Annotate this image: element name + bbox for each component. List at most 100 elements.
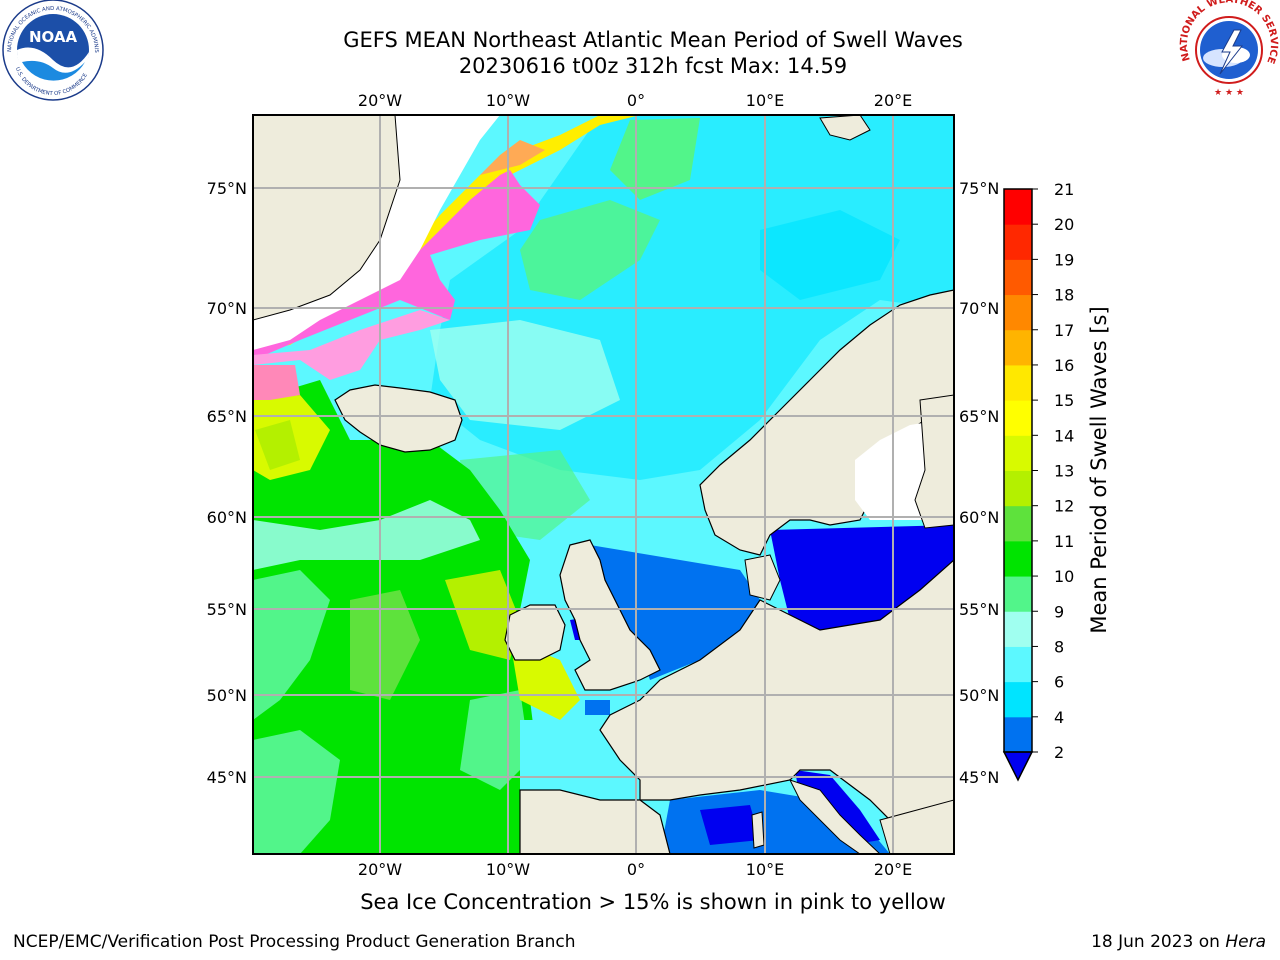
- swell-field-patch: [445, 570, 520, 660]
- balkans-land: [879, 799, 954, 854]
- colorbar-segment: [1004, 540, 1032, 577]
- swell-field-patch: [255, 420, 300, 470]
- colorbar: 2 4 6 8 9 10 11 12 13 14 15 16 17 18 19 20 21: [1002, 180, 1074, 782]
- swell-field-patch: [253, 730, 340, 854]
- colorbar-tick-label: 15: [1054, 391, 1074, 410]
- swell-field-patch: [585, 700, 610, 715]
- colorbar-segment: [1004, 259, 1032, 296]
- colorbar-segment: [1004, 224, 1032, 260]
- colorbar-tick-label: 12: [1054, 497, 1074, 516]
- colorbar-segment: [1004, 611, 1032, 647]
- lat-label-right: 70°N: [959, 299, 999, 318]
- colorbar-tick-label: 8: [1054, 637, 1064, 656]
- star-icon: ★ ★ ★: [1214, 88, 1244, 98]
- ireland-land: [504, 604, 566, 661]
- lat-label-left: 65°N: [207, 407, 247, 426]
- colorbar-segment: [1004, 329, 1032, 366]
- europe-land: [599, 559, 954, 841]
- swell-field-patch: [700, 805, 760, 845]
- lon-label-top: 10°E: [746, 91, 784, 110]
- colorbar-segment: [1004, 400, 1032, 436]
- lon-label-bottom: 20°W: [358, 860, 402, 879]
- lat-label-left: 50°N: [207, 686, 247, 705]
- axis-labels: 20°W 20°W 10°W 10°W 0° 0° 10°E 10°E 20°E 20°E 75°N…: [207, 91, 1000, 879]
- lat-label-left: 55°N: [207, 600, 247, 619]
- date-text: 18 Jun 2023 on: [1091, 932, 1220, 952]
- lon-label-top: 10°W: [486, 91, 530, 110]
- colorbar-segment: [1004, 646, 1032, 683]
- colorbar-segment: [1004, 716, 1032, 753]
- lat-label-right: 65°N: [959, 407, 999, 426]
- swell-field-patch: [350, 590, 420, 700]
- lat-label-left: 70°N: [207, 299, 247, 318]
- colorbar-label: Mean Period of Swell Waves [s]: [1087, 306, 1111, 633]
- swell-field-baltic: [770, 525, 954, 630]
- host-name: Hera: [1225, 932, 1266, 952]
- lon-label-bottom: 10°E: [746, 860, 784, 879]
- gridlines: [253, 115, 954, 854]
- colorbar-segment: [1004, 189, 1032, 225]
- lat-label-left: 60°N: [207, 508, 247, 527]
- iberia-land: [519, 789, 671, 854]
- swell-field-patch: [430, 320, 620, 430]
- lon-label-top: 0°: [627, 91, 645, 110]
- colorbar-tick-label: 19: [1054, 250, 1074, 269]
- colorbar-segment: [1004, 294, 1032, 331]
- colorbar-tick-label: 16: [1054, 356, 1074, 375]
- sardinia-land: [751, 811, 765, 849]
- nws-logo: NATIONAL WEATHER SERVICE ★ ★ ★: [1179, 0, 1279, 99]
- colorbar-tick-label: 9: [1054, 602, 1064, 621]
- swell-field-patch: [610, 118, 700, 200]
- colorbar-tick-label: 13: [1054, 462, 1074, 481]
- italy-land: [789, 779, 881, 854]
- colorbar-segment: [1004, 576, 1032, 612]
- colorbar-segment: [1004, 470, 1032, 507]
- sea-ice-field: [253, 365, 300, 400]
- colorbar-segment: [1004, 435, 1032, 471]
- sea-ice-field: [253, 310, 450, 380]
- swell-field-patch: [253, 570, 330, 720]
- map-panel: [253, 115, 954, 854]
- lon-label-bottom: 20°E: [874, 860, 912, 879]
- colorbar-under-arrow: [1002, 751, 1034, 782]
- colorbar-segment: [1004, 681, 1032, 718]
- noaa-logo: NOAA NATIONAL OCEANIC AND ATMOSPHERIC AD…: [0, 0, 104, 101]
- colorbar-tick-label: 2: [1054, 743, 1064, 762]
- colorbar-tick-label: 18: [1054, 286, 1074, 305]
- lon-label-bottom: 0°: [627, 860, 645, 879]
- colorbar-tick-label: 11: [1054, 532, 1074, 551]
- map-frame: [252, 114, 955, 855]
- colorbar-segment: [1004, 364, 1032, 401]
- swell-field-patch: [460, 690, 530, 790]
- lon-label-top: 20°W: [358, 91, 402, 110]
- lon-label-bottom: 10°W: [486, 860, 530, 879]
- finland-land: [914, 394, 954, 529]
- lat-label-right: 60°N: [959, 508, 999, 527]
- greenland-land: [253, 115, 401, 321]
- date-credit: 18 Jun 2023 on Hera: [1091, 932, 1266, 952]
- sea-ice-field: [480, 140, 545, 175]
- colorbar-tick-label: 20: [1054, 215, 1074, 234]
- colorbar-tick-label: 14: [1054, 426, 1074, 445]
- lat-label-left: 75°N: [207, 179, 247, 198]
- lat-label-left: 45°N: [207, 768, 247, 787]
- lat-label-right: 50°N: [959, 686, 999, 705]
- noaa-logo-text: NOAA: [29, 28, 78, 46]
- colorbar-tick-label: 21: [1054, 180, 1074, 199]
- plot-title: GEFS MEAN Northeast Atlantic Mean Period…: [343, 28, 963, 52]
- colorbar-tick-label: 6: [1054, 673, 1064, 692]
- colorbar-tick-label: 4: [1054, 708, 1064, 727]
- colorbar-tick-label: 10: [1054, 567, 1074, 586]
- sea-ice-note: Sea Ice Concentration > 15% is shown in …: [360, 890, 946, 914]
- lat-label-right: 45°N: [959, 768, 999, 787]
- sea-ice-field: [253, 170, 540, 360]
- colorbar-segment: [1004, 505, 1032, 542]
- colorbar-tick-label: 17: [1054, 321, 1074, 340]
- swell-field-patch: [520, 200, 660, 300]
- credit-text: NCEP/EMC/Verification Post Processing Pr…: [13, 932, 576, 952]
- lat-label-right: 75°N: [959, 179, 999, 198]
- plot-subtitle: 20230616 t00z 312h fcst Max: 14.59: [458, 54, 848, 78]
- lat-label-right: 55°N: [959, 600, 999, 619]
- lon-label-top: 20°E: [874, 91, 912, 110]
